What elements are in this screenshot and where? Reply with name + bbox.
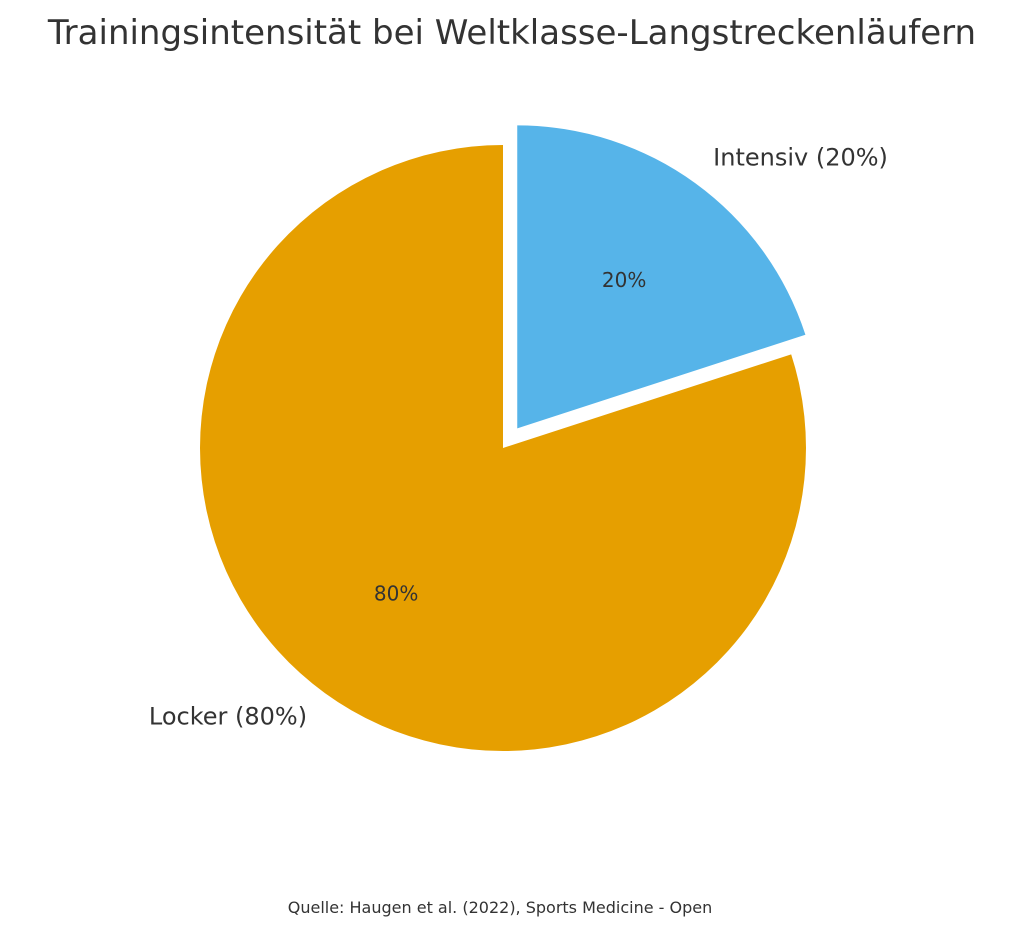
slice-percent-locker: 80% <box>374 582 418 606</box>
slice-label-locker: Locker (80%) <box>149 703 307 731</box>
slice-percent-intensiv: 20% <box>602 268 646 292</box>
source-note: Quelle: Haugen et al. (2022), Sports Med… <box>288 898 713 917</box>
chart-title: Trainingsintensität bei Weltklasse-Langs… <box>47 13 976 53</box>
pie-slice-intensiv <box>517 125 806 429</box>
pie-slices <box>200 125 807 752</box>
slice-label-intensiv: Intensiv (20%) <box>713 144 888 172</box>
pie-labels: Intensiv (20%) 20% Locker (80%) 80% <box>149 144 888 731</box>
pie-slice-locker <box>200 145 807 752</box>
